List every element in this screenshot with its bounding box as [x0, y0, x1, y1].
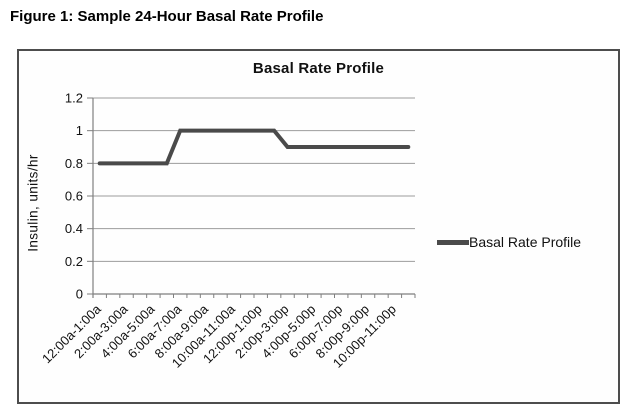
- y-tick-label: 0.8: [65, 156, 83, 171]
- y-tick-label: 0.4: [65, 221, 83, 236]
- legend-label: Basal Rate Profile: [469, 234, 582, 250]
- y-tick-label: 0: [76, 287, 83, 302]
- y-axis-title: Insulin, units/hr: [25, 154, 41, 252]
- y-tick-label: 1: [76, 123, 83, 138]
- plot-area: 00.20.40.60.811.212:00a-1:00a2:00a-3:00a…: [39, 91, 416, 371]
- chart-title: Basal Rate Profile: [252, 60, 385, 77]
- y-tick-label: 0.2: [65, 254, 83, 269]
- legend-line-marker: [437, 239, 469, 245]
- y-tick-label: 0.6: [65, 189, 83, 204]
- series-line: [97, 128, 411, 166]
- legend: Basal Rate Profile: [437, 231, 581, 253]
- figure-title: Figure 1: Sample 24-Hour Basal Rate Prof…: [10, 8, 324, 25]
- chart-container: 0 0.2 0.4 0.6 0.8 1 1.2 12:00a-1:00a 2:00a-3:00a…: [17, 49, 620, 404]
- y-tick-label: 1.2: [65, 91, 83, 106]
